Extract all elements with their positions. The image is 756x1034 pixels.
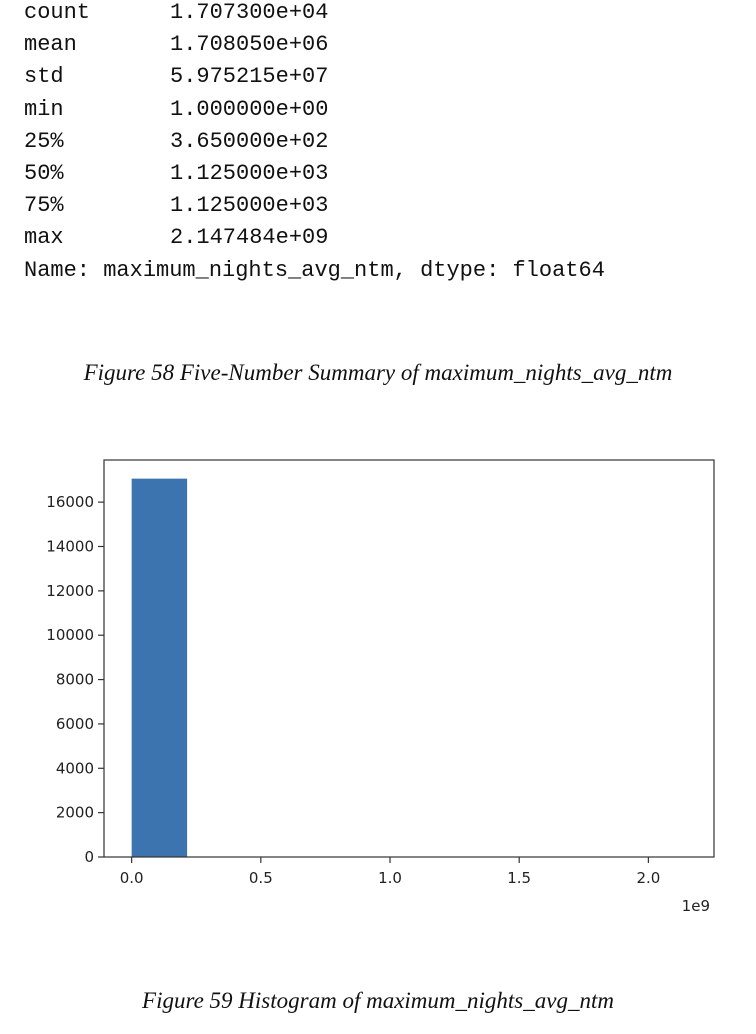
summary-row-mean: mean 1.708050e+06 xyxy=(24,32,605,64)
stat-value: 1.125000e+03 xyxy=(170,193,329,219)
stat-label: max xyxy=(24,225,64,251)
histogram-bar xyxy=(131,478,188,857)
y-tick-label: 14000 xyxy=(46,537,94,555)
summary-row-count: count 1.707300e+04 xyxy=(24,0,605,32)
summary-row-max: max 2.147484e+09 xyxy=(24,225,605,257)
x-tick-label: 0.0 xyxy=(120,869,144,887)
y-tick-label: 2000 xyxy=(56,804,94,822)
stat-value: 3.650000e+02 xyxy=(170,128,329,154)
stat-value: 1.707300e+04 xyxy=(170,0,329,25)
y-tick-label: 8000 xyxy=(56,671,94,689)
stat-label: 75% xyxy=(24,193,64,219)
summary-row-std: std 5.975215e+07 xyxy=(24,64,605,96)
y-tick-label: 6000 xyxy=(56,715,94,733)
summary-row-min: min 1.000000e+00 xyxy=(24,97,605,129)
plot-frame xyxy=(103,459,715,858)
stat-value: 1.125000e+03 xyxy=(170,160,329,186)
series-name-dtype: Name: maximum_nights_avg_ntm, dtype: flo… xyxy=(24,257,605,283)
stat-label: std xyxy=(24,64,64,90)
stat-value: 1.000000e+00 xyxy=(170,96,329,122)
y-tick-label: 4000 xyxy=(56,759,94,777)
stat-value: 2.147484e+09 xyxy=(170,225,329,251)
stat-label: mean xyxy=(24,32,77,58)
x-tick-label: 0.5 xyxy=(249,869,273,887)
figure-58-caption: Figure 58 Five-Number Summary of maximum… xyxy=(83,360,673,385)
x-tick-label: 2.0 xyxy=(636,869,660,887)
stat-label: count xyxy=(24,0,91,25)
stat-label: 50% xyxy=(24,160,64,186)
x-tick-label: 1.0 xyxy=(378,869,402,887)
y-tick-label: 0 xyxy=(84,848,94,866)
stat-value: 5.975215e+07 xyxy=(170,64,329,90)
five-number-summary: count 1.707300e+04 mean 1.708050e+06 std 5.… xyxy=(24,0,605,290)
summary-row-75: 75% 1.125000e+03 xyxy=(24,193,605,225)
x-tick-label: 1.5 xyxy=(507,869,531,887)
stat-label: 25% xyxy=(24,128,64,154)
summary-row-50: 50% 1.125000e+03 xyxy=(24,161,605,193)
stat-label: min xyxy=(24,96,64,122)
stat-value: 1.708050e+06 xyxy=(170,32,329,58)
y-tick-label: 12000 xyxy=(46,582,94,600)
y-tick-label: 10000 xyxy=(46,626,94,644)
x-axis-offset-label: 1e9 xyxy=(682,897,710,915)
histogram-chart: 0 2000 4000 6000 8000 10000 12000 14000 16000 0.0… xyxy=(46,459,715,915)
figure-59-caption: Figure 59 Histogram of maximum_nights_av… xyxy=(142,988,614,1013)
summary-row-25: 25% 3.650000e+02 xyxy=(24,129,605,161)
y-tick-label: 16000 xyxy=(46,493,94,511)
